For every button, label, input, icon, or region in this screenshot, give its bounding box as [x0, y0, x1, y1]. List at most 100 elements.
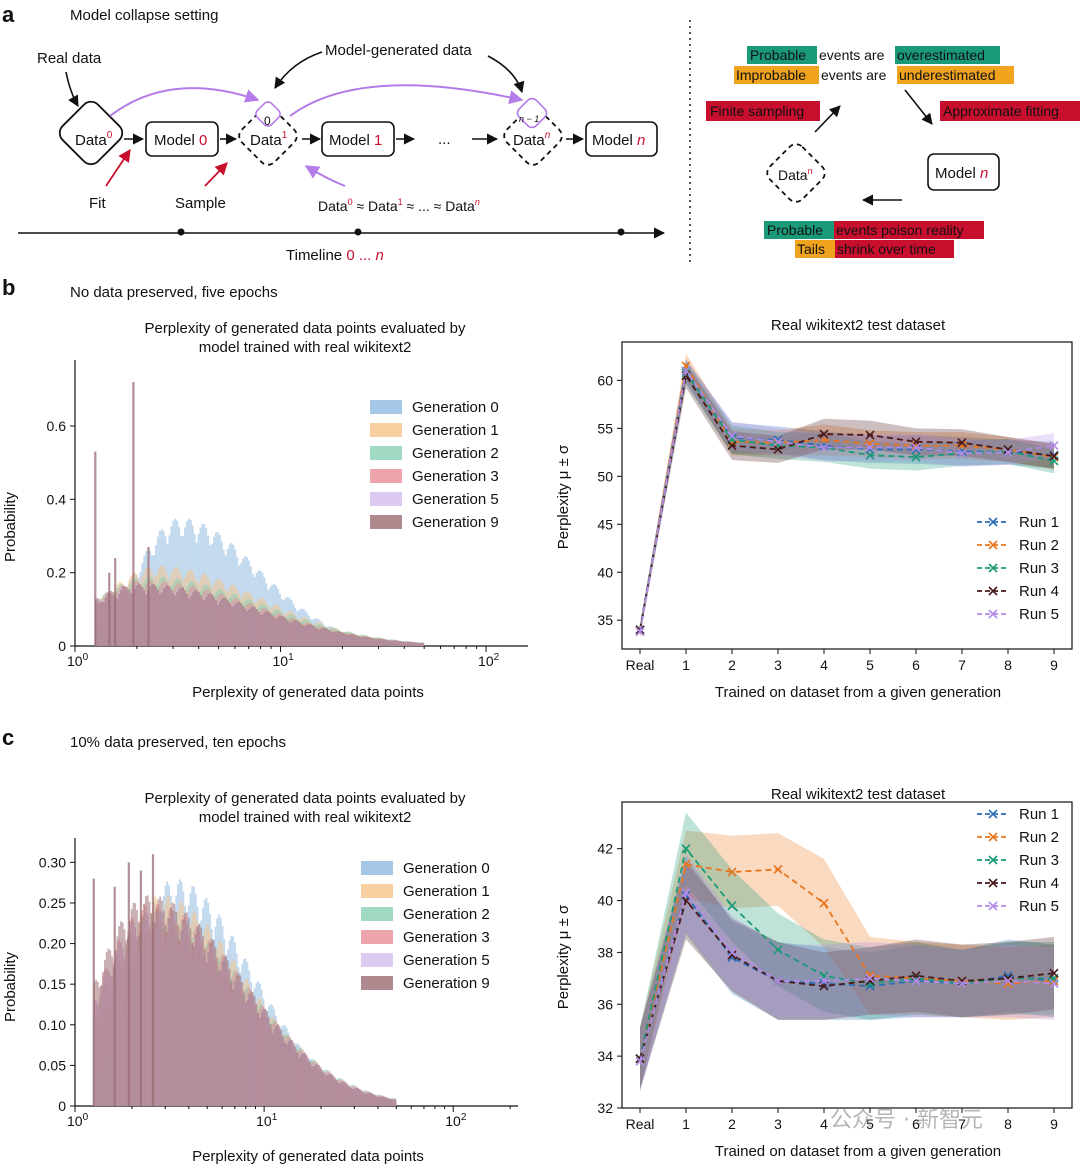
hist-bar [367, 1092, 370, 1106]
hist-bar [122, 586, 124, 646]
hist-bar [278, 1026, 281, 1106]
hist-bar [292, 1042, 295, 1106]
hist-bar [129, 593, 132, 646]
data0-label: Data0 [75, 130, 113, 149]
hist-bar [357, 1088, 359, 1106]
y-tick-label: 55 [597, 420, 613, 436]
hist-bar [235, 975, 238, 1106]
hist-bar [189, 595, 192, 646]
hist-bar [125, 586, 128, 646]
x-tick-label: 102 [478, 652, 500, 669]
data-point [727, 901, 737, 911]
underestimated-label: underestimated [899, 67, 996, 83]
legend-label: Generation 5 [403, 952, 490, 969]
hist-bar [422, 642, 425, 646]
badge-n-minus-1 [516, 97, 548, 129]
legend-label: Generation 0 [403, 860, 490, 877]
hist-bar [294, 1046, 297, 1106]
legend-label: Generation 2 [412, 445, 499, 462]
hist-bar [349, 1087, 352, 1106]
hist-bar [400, 641, 403, 646]
hist-bar [214, 946, 217, 1106]
hist-bar [141, 916, 144, 1106]
legend-swatch [361, 976, 393, 990]
data-point [681, 844, 691, 854]
data-point [727, 431, 737, 441]
panel-b-hist-ylabel: Probability [2, 491, 19, 562]
hist-bar [371, 637, 374, 646]
hist-spike [108, 572, 111, 646]
x-tick-label: 7 [958, 657, 966, 673]
hist-bar [105, 951, 108, 1106]
hist-bar [139, 584, 142, 646]
hist-bar [376, 1096, 379, 1106]
hist-bar [379, 638, 382, 646]
legend-label: Run 1 [1019, 806, 1059, 823]
legend-marker [988, 878, 998, 888]
y-tick-label: 45 [597, 516, 613, 532]
hist-bar [284, 1042, 286, 1106]
panel-b-line-ylabel: Perplexity μ ± σ [555, 444, 572, 549]
hist-bar [98, 986, 101, 1106]
hist-bar [369, 1092, 372, 1106]
data-point [911, 452, 921, 462]
hist-spike [127, 862, 130, 1106]
histogram-c: 0 0.05 0.10 0.15 0.20 0.25 0.30 100 101 102 Genera… [39, 838, 518, 1129]
hist-bar [242, 605, 245, 646]
hist-bar [373, 638, 376, 646]
hist-bar [380, 1096, 383, 1106]
hist-bar [232, 606, 235, 646]
approx-formula: Data0 ≈ Data1 ≈ ... ≈ Datan [318, 197, 480, 214]
hist-bar [134, 903, 137, 1106]
hist-bar [394, 1099, 397, 1106]
data-point [1049, 968, 1059, 978]
hist-bar [209, 593, 212, 646]
approximate-fitting-label: Approximate fitting [943, 103, 1059, 119]
hist-bar [314, 1064, 317, 1106]
hist-bar [230, 606, 233, 646]
hist-bar [222, 597, 225, 646]
hist-bar [211, 594, 214, 646]
data-point [865, 430, 875, 440]
x-tick-label: 6 [912, 657, 920, 673]
legend-swatch [370, 492, 402, 506]
hist-bar [109, 950, 112, 1106]
hist-bar [151, 584, 154, 646]
hist-bar [228, 968, 231, 1106]
data-point [773, 864, 783, 874]
hist-bar [130, 909, 133, 1106]
hist-bar [243, 991, 245, 1106]
hist-bar [104, 959, 106, 1106]
data0-node [58, 100, 124, 166]
panel-c-letter: c [2, 725, 14, 750]
hist-bar [125, 940, 128, 1106]
hist-bar [317, 1064, 320, 1106]
y-tick-label: 0 [58, 638, 66, 654]
poison-rest-label: events poison reality [836, 222, 964, 238]
hist-bar [185, 593, 188, 646]
hist-bar [383, 1096, 386, 1106]
hist-bar [284, 618, 287, 646]
hist-bar [164, 924, 167, 1106]
hist-bar [223, 956, 226, 1106]
hist-bar [410, 641, 413, 646]
hist-bar [317, 629, 320, 646]
generated-arrow-left [274, 51, 323, 89]
hist-bar [389, 640, 392, 646]
hist-bar [228, 602, 231, 646]
hist-bar [308, 1061, 311, 1106]
hist-bar [408, 641, 411, 646]
hist-bar [250, 991, 252, 1106]
data1-label: Data1 [250, 130, 288, 149]
hist-bar [255, 1003, 258, 1106]
label-bg [897, 66, 1014, 84]
std-band [640, 359, 1054, 636]
panel-c-condition: 10% data preserved, ten epochs [70, 734, 286, 751]
hist-bar [221, 961, 224, 1106]
hist-bar [145, 896, 147, 1106]
legend-marker [988, 517, 998, 527]
hist-bar [100, 985, 103, 1106]
hist-bar [351, 1088, 354, 1106]
label-bg [835, 240, 954, 258]
hist-bar [173, 904, 176, 1106]
